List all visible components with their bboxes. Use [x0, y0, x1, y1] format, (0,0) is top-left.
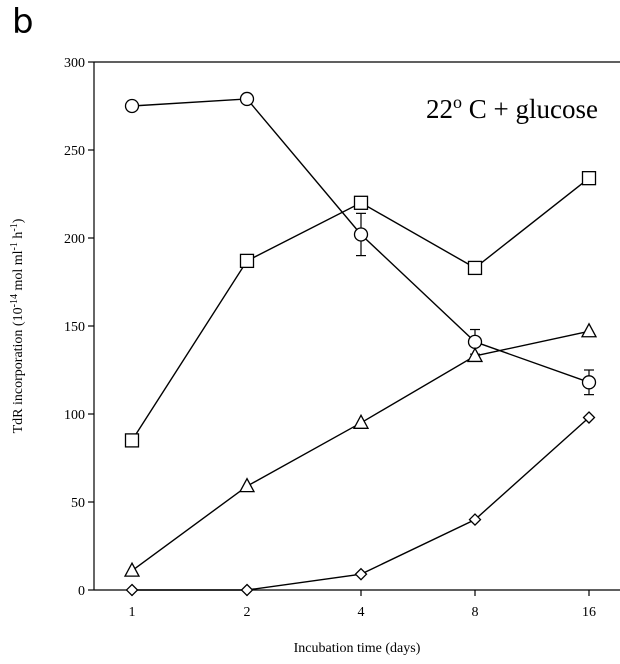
data-point: [581, 375, 597, 390]
series-diamond: [125, 411, 596, 597]
data-point: [123, 561, 141, 577]
y-tick-label: 50: [71, 496, 85, 511]
series-layer: [123, 91, 598, 597]
data-point: [466, 347, 484, 363]
chart-annotation: 22o C + glucose: [426, 92, 598, 124]
series-square: [124, 171, 597, 448]
y-axis-title: TdR incorporation (10-14 mol ml-1 h-1): [9, 218, 26, 433]
y-tick-label: 250: [64, 144, 85, 159]
x-tick-label: 1: [129, 605, 136, 620]
data-point: [353, 227, 369, 242]
data-point: [124, 433, 140, 448]
y-tick-label: 150: [64, 320, 85, 335]
data-point: [580, 322, 598, 338]
data-point: [582, 411, 596, 424]
x-tick-label: 4: [358, 605, 365, 620]
data-point: [581, 171, 597, 186]
series-line: [132, 416, 590, 591]
data-point: [352, 413, 370, 429]
data-point: [124, 98, 140, 114]
data-point: [125, 583, 139, 597]
data-point: [239, 91, 255, 107]
x-tick-label: 8: [472, 605, 479, 620]
data-point: [467, 334, 483, 349]
data-point: [467, 260, 483, 276]
data-point: [353, 195, 369, 210]
y-tick-label: 100: [64, 408, 85, 423]
x-axis-title: Incubation time (days): [294, 641, 421, 656]
y-tick-label: 200: [64, 232, 85, 247]
data-point: [354, 567, 368, 581]
data-point: [238, 477, 256, 493]
axes: 0 50 100 150 200 250 300 1 2 4 8 16: [64, 56, 620, 620]
data-point: [239, 253, 255, 269]
y-tick-label: 0: [78, 584, 85, 599]
data-point: [240, 583, 254, 597]
y-tick-label: 300: [64, 56, 85, 71]
series-circle: [124, 91, 597, 396]
x-tick-label: 16: [582, 605, 596, 620]
data-point: [468, 513, 482, 527]
x-tick-label: 2: [244, 605, 251, 620]
series-triangle: [123, 322, 598, 577]
series-line: [131, 330, 590, 572]
panel-label: b: [12, 2, 34, 42]
